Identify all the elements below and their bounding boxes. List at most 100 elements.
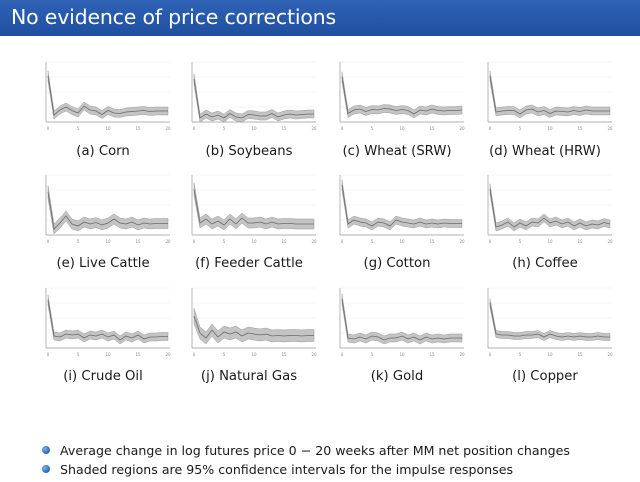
panel-caption: (h) Coffee bbox=[512, 256, 578, 271]
panel-caption: (l) Copper bbox=[512, 369, 578, 384]
x-tick-label: 15 bbox=[281, 126, 287, 131]
x-tick-label: 20 bbox=[459, 126, 465, 131]
x-tick-label: 20 bbox=[311, 126, 317, 131]
impulse-chart: 0 5 10 15 20 bbox=[339, 174, 465, 244]
x-tick-label: 5 bbox=[371, 352, 374, 357]
x-tick-label: 20 bbox=[165, 352, 171, 357]
impulse-chart: 0 5 10 15 20 bbox=[487, 287, 613, 357]
x-tick-label: 15 bbox=[429, 126, 435, 131]
impulse-response-line bbox=[47, 191, 168, 230]
impulse-chart: 0 5 10 15 20 bbox=[45, 287, 171, 357]
bullet-text: Average change in log futures price 0 − … bbox=[60, 443, 570, 458]
x-tick-label: 10 bbox=[399, 126, 405, 131]
x-tick-label: 15 bbox=[429, 352, 435, 357]
impulse-response-line bbox=[341, 184, 462, 227]
impulse-chart: 0 5 10 15 20 bbox=[191, 174, 317, 244]
x-tick-label: 5 bbox=[223, 352, 226, 357]
x-tick-label: 0 bbox=[341, 239, 344, 244]
x-tick-label: 15 bbox=[577, 239, 583, 244]
panel-caption: (j) Natural Gas bbox=[200, 369, 298, 384]
x-tick-label: 5 bbox=[519, 239, 522, 244]
slide-title: No evidence of price corrections bbox=[11, 5, 336, 29]
x-tick-label: 10 bbox=[399, 352, 405, 357]
x-tick-label: 0 bbox=[341, 352, 344, 357]
x-tick-label: 20 bbox=[311, 239, 317, 244]
confidence-band bbox=[47, 294, 169, 345]
confidence-band bbox=[193, 73, 315, 123]
x-tick-label: 5 bbox=[77, 239, 80, 244]
impulse-chart: 0 5 10 15 20 bbox=[191, 287, 317, 357]
x-tick-label: 20 bbox=[165, 239, 171, 244]
x-tick-label: 0 bbox=[193, 352, 196, 357]
panel-caption: (b) Soybeans bbox=[205, 144, 293, 159]
x-tick-label: 20 bbox=[607, 126, 613, 131]
impulse-response-line bbox=[193, 188, 314, 226]
x-tick-label: 0 bbox=[489, 239, 492, 244]
confidence-band bbox=[489, 183, 611, 232]
x-tick-label: 10 bbox=[547, 239, 553, 244]
bullet-text: Shaded regions are 95% confidence interv… bbox=[60, 462, 514, 477]
x-tick-label: 5 bbox=[77, 352, 80, 357]
bullet-icon bbox=[42, 465, 50, 473]
x-tick-label: 5 bbox=[519, 126, 522, 131]
x-tick-label: 5 bbox=[371, 239, 374, 244]
impulse-response-line bbox=[193, 78, 314, 119]
x-tick-label: 5 bbox=[371, 126, 374, 131]
impulse-chart: 0 5 10 15 20 bbox=[45, 174, 171, 244]
x-tick-label: 10 bbox=[399, 239, 405, 244]
impulse-response-line bbox=[47, 75, 168, 116]
title-bar: No evidence of price corrections bbox=[0, 0, 640, 36]
x-tick-label: 0 bbox=[193, 126, 196, 131]
impulse-response-line bbox=[489, 75, 610, 115]
x-tick-label: 0 bbox=[489, 126, 492, 131]
x-tick-label: 0 bbox=[47, 239, 50, 244]
x-tick-label: 10 bbox=[105, 352, 111, 357]
x-tick-label: 15 bbox=[577, 352, 583, 357]
impulse-chart: 0 5 10 15 20 bbox=[487, 174, 613, 244]
panel-caption: (c) Wheat (SRW) bbox=[342, 144, 452, 159]
impulse-response-line bbox=[341, 298, 462, 341]
x-tick-label: 15 bbox=[135, 352, 141, 357]
impulse-response-line bbox=[341, 76, 463, 115]
x-tick-label: 5 bbox=[77, 126, 80, 131]
x-tick-label: 10 bbox=[547, 126, 553, 131]
confidence-band bbox=[489, 70, 611, 119]
impulse-response-line bbox=[489, 302, 610, 338]
impulse-chart: 0 5 10 15 20 bbox=[339, 61, 465, 131]
x-tick-label: 0 bbox=[193, 239, 196, 244]
x-tick-label: 0 bbox=[47, 352, 50, 357]
panel-caption: (g) Cotton bbox=[363, 256, 431, 271]
bullet-list: Average change in log futures price 0 − … bbox=[40, 441, 570, 479]
impulse-response-line bbox=[47, 299, 168, 341]
x-tick-label: 5 bbox=[519, 352, 522, 357]
impulse-chart: 0 5 10 15 20 bbox=[487, 61, 613, 131]
panel-caption: (d) Wheat (HRW) bbox=[489, 144, 601, 159]
x-tick-label: 0 bbox=[47, 126, 50, 131]
x-tick-label: 10 bbox=[251, 126, 257, 131]
x-tick-label: 15 bbox=[281, 239, 287, 244]
panel-caption: (i) Crude Oil bbox=[63, 369, 143, 384]
confidence-band bbox=[341, 293, 463, 345]
x-tick-label: 20 bbox=[311, 352, 317, 357]
impulse-chart: 0 5 10 15 20 bbox=[45, 61, 171, 131]
confidence-band bbox=[47, 70, 169, 120]
impulse-response-line bbox=[489, 188, 611, 228]
x-tick-label: 10 bbox=[251, 352, 257, 357]
x-tick-label: 0 bbox=[341, 126, 344, 131]
confidence-band bbox=[193, 308, 315, 345]
x-tick-label: 15 bbox=[135, 126, 141, 131]
x-tick-label: 10 bbox=[105, 239, 111, 244]
impulse-chart: 0 5 10 15 20 bbox=[191, 61, 317, 131]
confidence-band bbox=[47, 185, 169, 235]
x-tick-label: 20 bbox=[165, 126, 171, 131]
confidence-band bbox=[341, 179, 463, 231]
x-tick-label: 15 bbox=[577, 126, 583, 131]
confidence-band bbox=[341, 71, 463, 119]
x-tick-label: 20 bbox=[607, 239, 613, 244]
bullet-item: Average change in log futures price 0 − … bbox=[40, 441, 570, 460]
x-tick-label: 0 bbox=[489, 352, 492, 357]
confidence-band bbox=[193, 182, 315, 231]
x-tick-label: 15 bbox=[281, 352, 287, 357]
x-tick-label: 10 bbox=[251, 239, 257, 244]
x-tick-label: 20 bbox=[459, 239, 465, 244]
